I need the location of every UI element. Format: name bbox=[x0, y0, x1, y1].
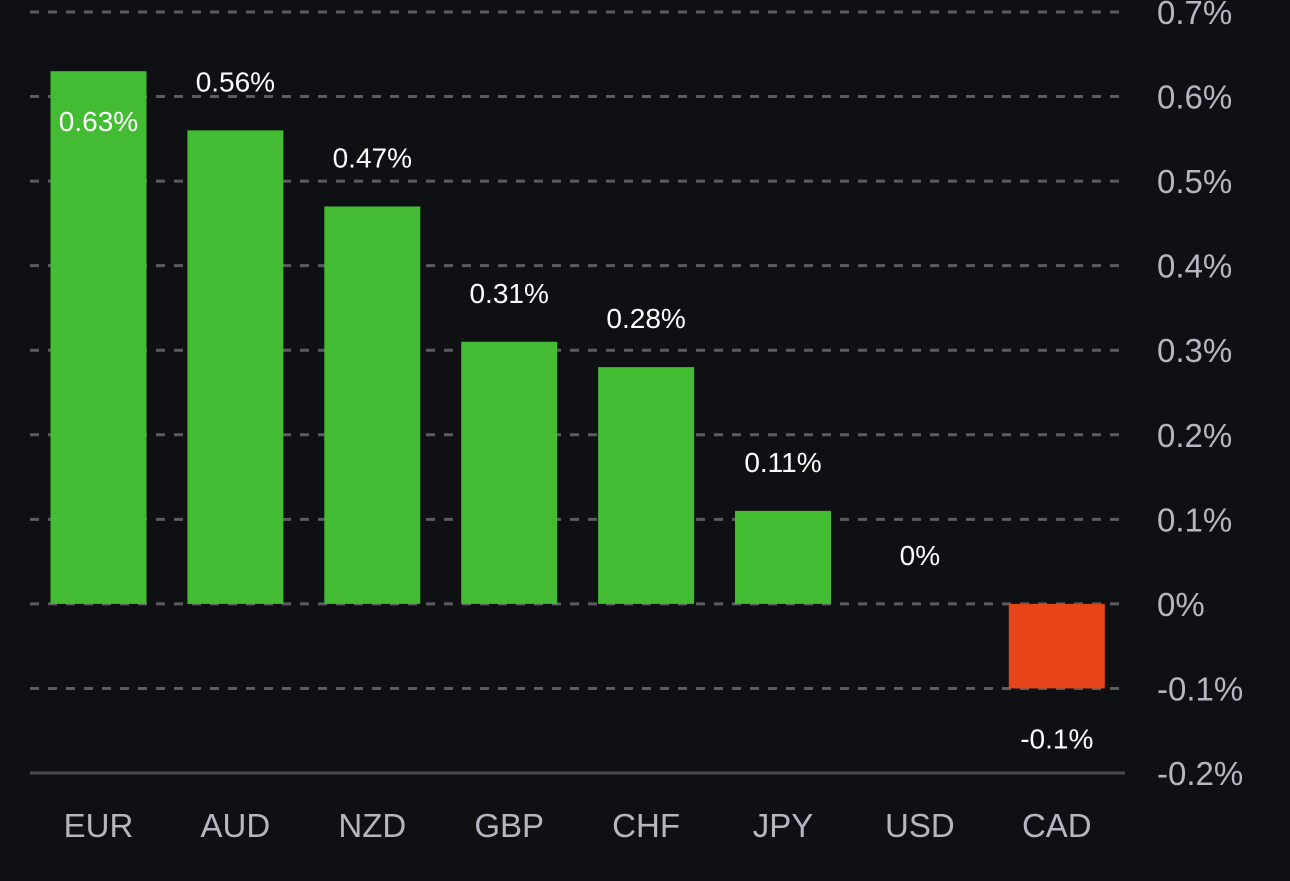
bar-gbp[interactable] bbox=[461, 341, 558, 604]
x-tick-label-nzd: NZD bbox=[338, 807, 406, 844]
y-tick-label: 0% bbox=[1157, 586, 1205, 623]
data-label-jpy: 0.11% bbox=[744, 447, 821, 478]
y-tick-label: 0.4% bbox=[1157, 248, 1232, 285]
data-label-cad: -0.1% bbox=[1020, 723, 1093, 754]
data-label-chf: 0.28% bbox=[606, 303, 685, 334]
y-axis-ticks: 0.7% 0.6% 0.5% 0.4% 0.3% 0.2% 0.1% 0% -0.1% -0.2% bbox=[1157, 0, 1243, 792]
x-tick-label-jpy: JPY bbox=[753, 807, 814, 844]
y-tick-label: -0.2% bbox=[1157, 755, 1243, 792]
y-tick-label: 0.2% bbox=[1157, 417, 1232, 454]
y-tick-label: 0.3% bbox=[1157, 332, 1232, 369]
x-axis-ticks: EUR AUD NZD GBP CHF JPY USD CAD bbox=[64, 807, 1092, 844]
data-label-aud: 0.56% bbox=[196, 66, 275, 97]
x-tick-label-aud: AUD bbox=[201, 807, 271, 844]
y-tick-label: 0.6% bbox=[1157, 79, 1232, 116]
bar-jpy[interactable] bbox=[735, 510, 831, 604]
bar-eur[interactable] bbox=[50, 71, 147, 604]
bar-nzd[interactable] bbox=[324, 206, 421, 604]
data-label-usd: 0% bbox=[900, 540, 940, 571]
bar-chf[interactable] bbox=[598, 367, 695, 604]
y-tick-label: 0.1% bbox=[1157, 501, 1232, 538]
data-label-gbp: 0.31% bbox=[469, 278, 548, 309]
y-tick-label: -0.1% bbox=[1157, 670, 1243, 707]
data-label-nzd: 0.47% bbox=[333, 142, 412, 173]
data-labels: 0.63% 0.56% 0.47% 0.31% 0.28% 0.11% 0% -0.1% bbox=[59, 66, 1094, 754]
x-tick-label-usd: USD bbox=[885, 807, 955, 844]
y-tick-label: 0.7% bbox=[1157, 0, 1232, 31]
bar-aud[interactable] bbox=[187, 130, 284, 604]
x-tick-label-chf: CHF bbox=[612, 807, 680, 844]
x-tick-label-cad: CAD bbox=[1022, 807, 1092, 844]
x-tick-label-gbp: GBP bbox=[474, 807, 544, 844]
y-tick-label: 0.5% bbox=[1157, 163, 1232, 200]
bar-cad[interactable] bbox=[1008, 603, 1105, 689]
x-tick-label-eur: EUR bbox=[64, 807, 134, 844]
data-label-eur: 0.63% bbox=[59, 106, 138, 137]
bars bbox=[50, 71, 1105, 689]
